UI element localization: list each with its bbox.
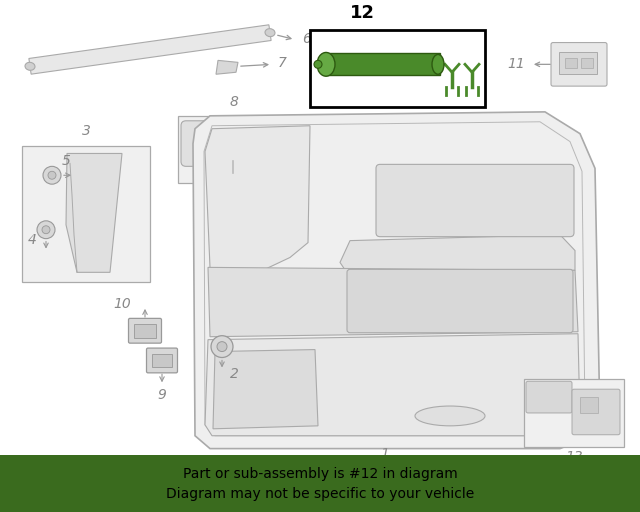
Ellipse shape [25,62,35,70]
FancyBboxPatch shape [551,42,607,86]
Text: 2: 2 [230,367,239,381]
Bar [318,61,330,67]
Bar [152,353,172,368]
Text: 3: 3 [81,123,90,138]
FancyBboxPatch shape [526,381,572,413]
Circle shape [42,226,50,233]
Bar [178,116,290,183]
Polygon shape [213,350,318,429]
Text: 7: 7 [278,56,287,70]
Text: 13: 13 [565,450,583,463]
Polygon shape [205,126,310,278]
Polygon shape [193,112,600,449]
Polygon shape [340,234,575,274]
FancyBboxPatch shape [376,164,574,237]
Circle shape [48,172,56,179]
Ellipse shape [265,29,275,37]
Text: 5: 5 [61,155,70,168]
Ellipse shape [415,406,485,426]
FancyBboxPatch shape [147,348,177,373]
Bar [310,30,485,107]
Ellipse shape [432,54,444,74]
Text: 11: 11 [508,57,525,71]
Text: Part or sub-assembly is #12 in diagram: Part or sub-assembly is #12 in diagram [182,467,458,481]
Bar [326,53,440,75]
Polygon shape [216,60,238,74]
Bar [559,52,597,74]
Text: 12: 12 [349,4,374,22]
Text: 9: 9 [157,388,166,402]
Ellipse shape [314,60,322,68]
Circle shape [211,336,233,357]
Polygon shape [208,267,578,337]
Circle shape [43,166,61,184]
Polygon shape [66,154,122,272]
Text: 1: 1 [381,446,389,461]
Bar [580,397,598,413]
Circle shape [217,342,227,352]
Bar [565,58,577,68]
FancyBboxPatch shape [347,269,573,333]
Polygon shape [205,334,580,436]
Polygon shape [29,25,271,74]
FancyBboxPatch shape [572,389,620,435]
Bar [22,145,150,282]
Bar [524,379,624,446]
Text: 6: 6 [302,32,311,46]
Circle shape [37,221,55,239]
Text: 4: 4 [28,232,36,247]
Bar [134,324,156,338]
Ellipse shape [317,52,335,76]
Bar [581,58,593,68]
Text: 8: 8 [230,95,239,109]
Text: Diagram may not be specific to your vehicle: Diagram may not be specific to your vehi… [166,487,474,501]
Bar [0,455,640,512]
FancyBboxPatch shape [129,318,161,343]
Text: 10: 10 [113,297,131,311]
FancyBboxPatch shape [181,121,283,166]
